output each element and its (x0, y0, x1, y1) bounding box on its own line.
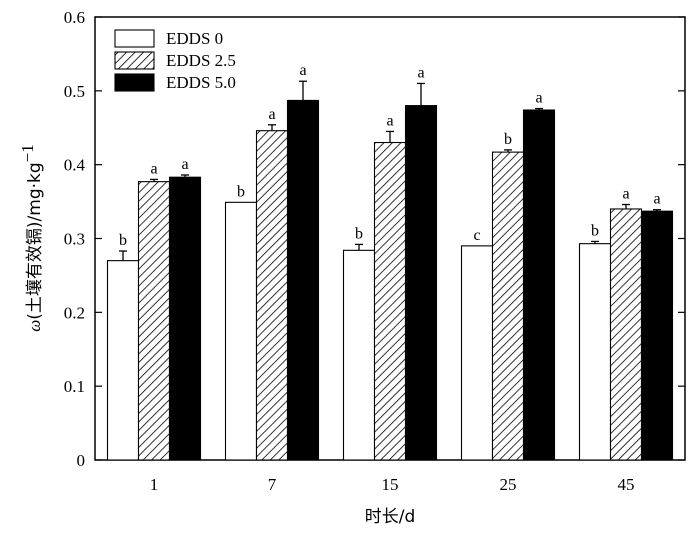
significance-letter: a (150, 160, 157, 177)
legend-label: EDDS 5.0 (166, 73, 236, 92)
y-tick-label: 0.6 (64, 8, 85, 27)
y-axis: 0 0.1 0.2 0.3 0.4 0.5 0.6 (64, 8, 685, 470)
significance-letter: b (355, 225, 363, 242)
error-bars-layer (119, 80, 661, 261)
x-tick-label: 7 (268, 475, 277, 494)
significance-letter: b (237, 183, 245, 200)
significance-letter: a (268, 106, 275, 123)
significance-letter: b (504, 131, 512, 148)
significance-letter: a (386, 112, 393, 129)
bar (491, 151, 525, 461)
bar (137, 181, 171, 461)
x-axis-title: 时长/d (365, 507, 416, 527)
y-axis-title: ω(土壤有效镉)/mg·kg−1 (18, 144, 45, 332)
bar (224, 201, 258, 461)
bar (106, 260, 140, 461)
y-tick-label: 0.3 (64, 230, 85, 249)
significance-letter: b (119, 232, 127, 249)
legend-label: EDDS 2.5 (166, 51, 236, 70)
x-tick-label: 25 (500, 475, 517, 494)
y-tick-label: 0 (77, 451, 86, 470)
legend-swatch (114, 51, 155, 70)
y-axis-symbol: ω (25, 320, 44, 332)
bar (578, 243, 612, 461)
y-tick-label: 0.5 (64, 82, 85, 101)
legend-swatch (114, 29, 155, 48)
legend-swatch (114, 73, 155, 92)
y-tick-label: 0.1 (64, 377, 85, 396)
significance-letter: b (591, 222, 599, 239)
significance-letter: a (535, 90, 542, 107)
significance-letter: c (473, 227, 480, 244)
y-tick-label: 0.4 (64, 156, 86, 175)
bar (373, 141, 407, 461)
bar (460, 245, 494, 461)
legend: EDDS 0 EDDS 2.5 EDDS 5.0 (114, 29, 236, 92)
legend-label: EDDS 0 (166, 29, 223, 48)
significance-letters-layer: b a a b a a b a a c b a b a a (119, 62, 661, 249)
x-tick-label: 15 (382, 475, 399, 494)
bar (404, 105, 438, 461)
bar (522, 109, 556, 461)
y-axis-superscript: −1 (18, 144, 37, 162)
bar (168, 176, 202, 461)
bar (286, 99, 320, 461)
significance-letter: a (299, 62, 306, 79)
x-tick-label: 45 (618, 475, 635, 494)
significance-letter: a (417, 64, 424, 81)
bars-layer (106, 99, 674, 461)
x-tick-label: 1 (150, 475, 159, 494)
bar (255, 130, 289, 461)
bar (342, 249, 376, 461)
x-axis: 1 7 15 25 45 (150, 453, 635, 494)
y-axis-text: (土壤有效镉)/mg·kg (24, 162, 45, 319)
bar (609, 208, 643, 461)
significance-letter: a (622, 186, 629, 203)
significance-letter: a (653, 191, 660, 208)
y-tick-label: 0.2 (64, 303, 85, 322)
significance-letter: a (181, 156, 188, 173)
bar (640, 210, 674, 461)
